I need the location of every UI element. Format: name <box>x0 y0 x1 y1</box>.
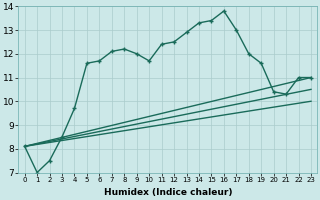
X-axis label: Humidex (Indice chaleur): Humidex (Indice chaleur) <box>104 188 232 197</box>
